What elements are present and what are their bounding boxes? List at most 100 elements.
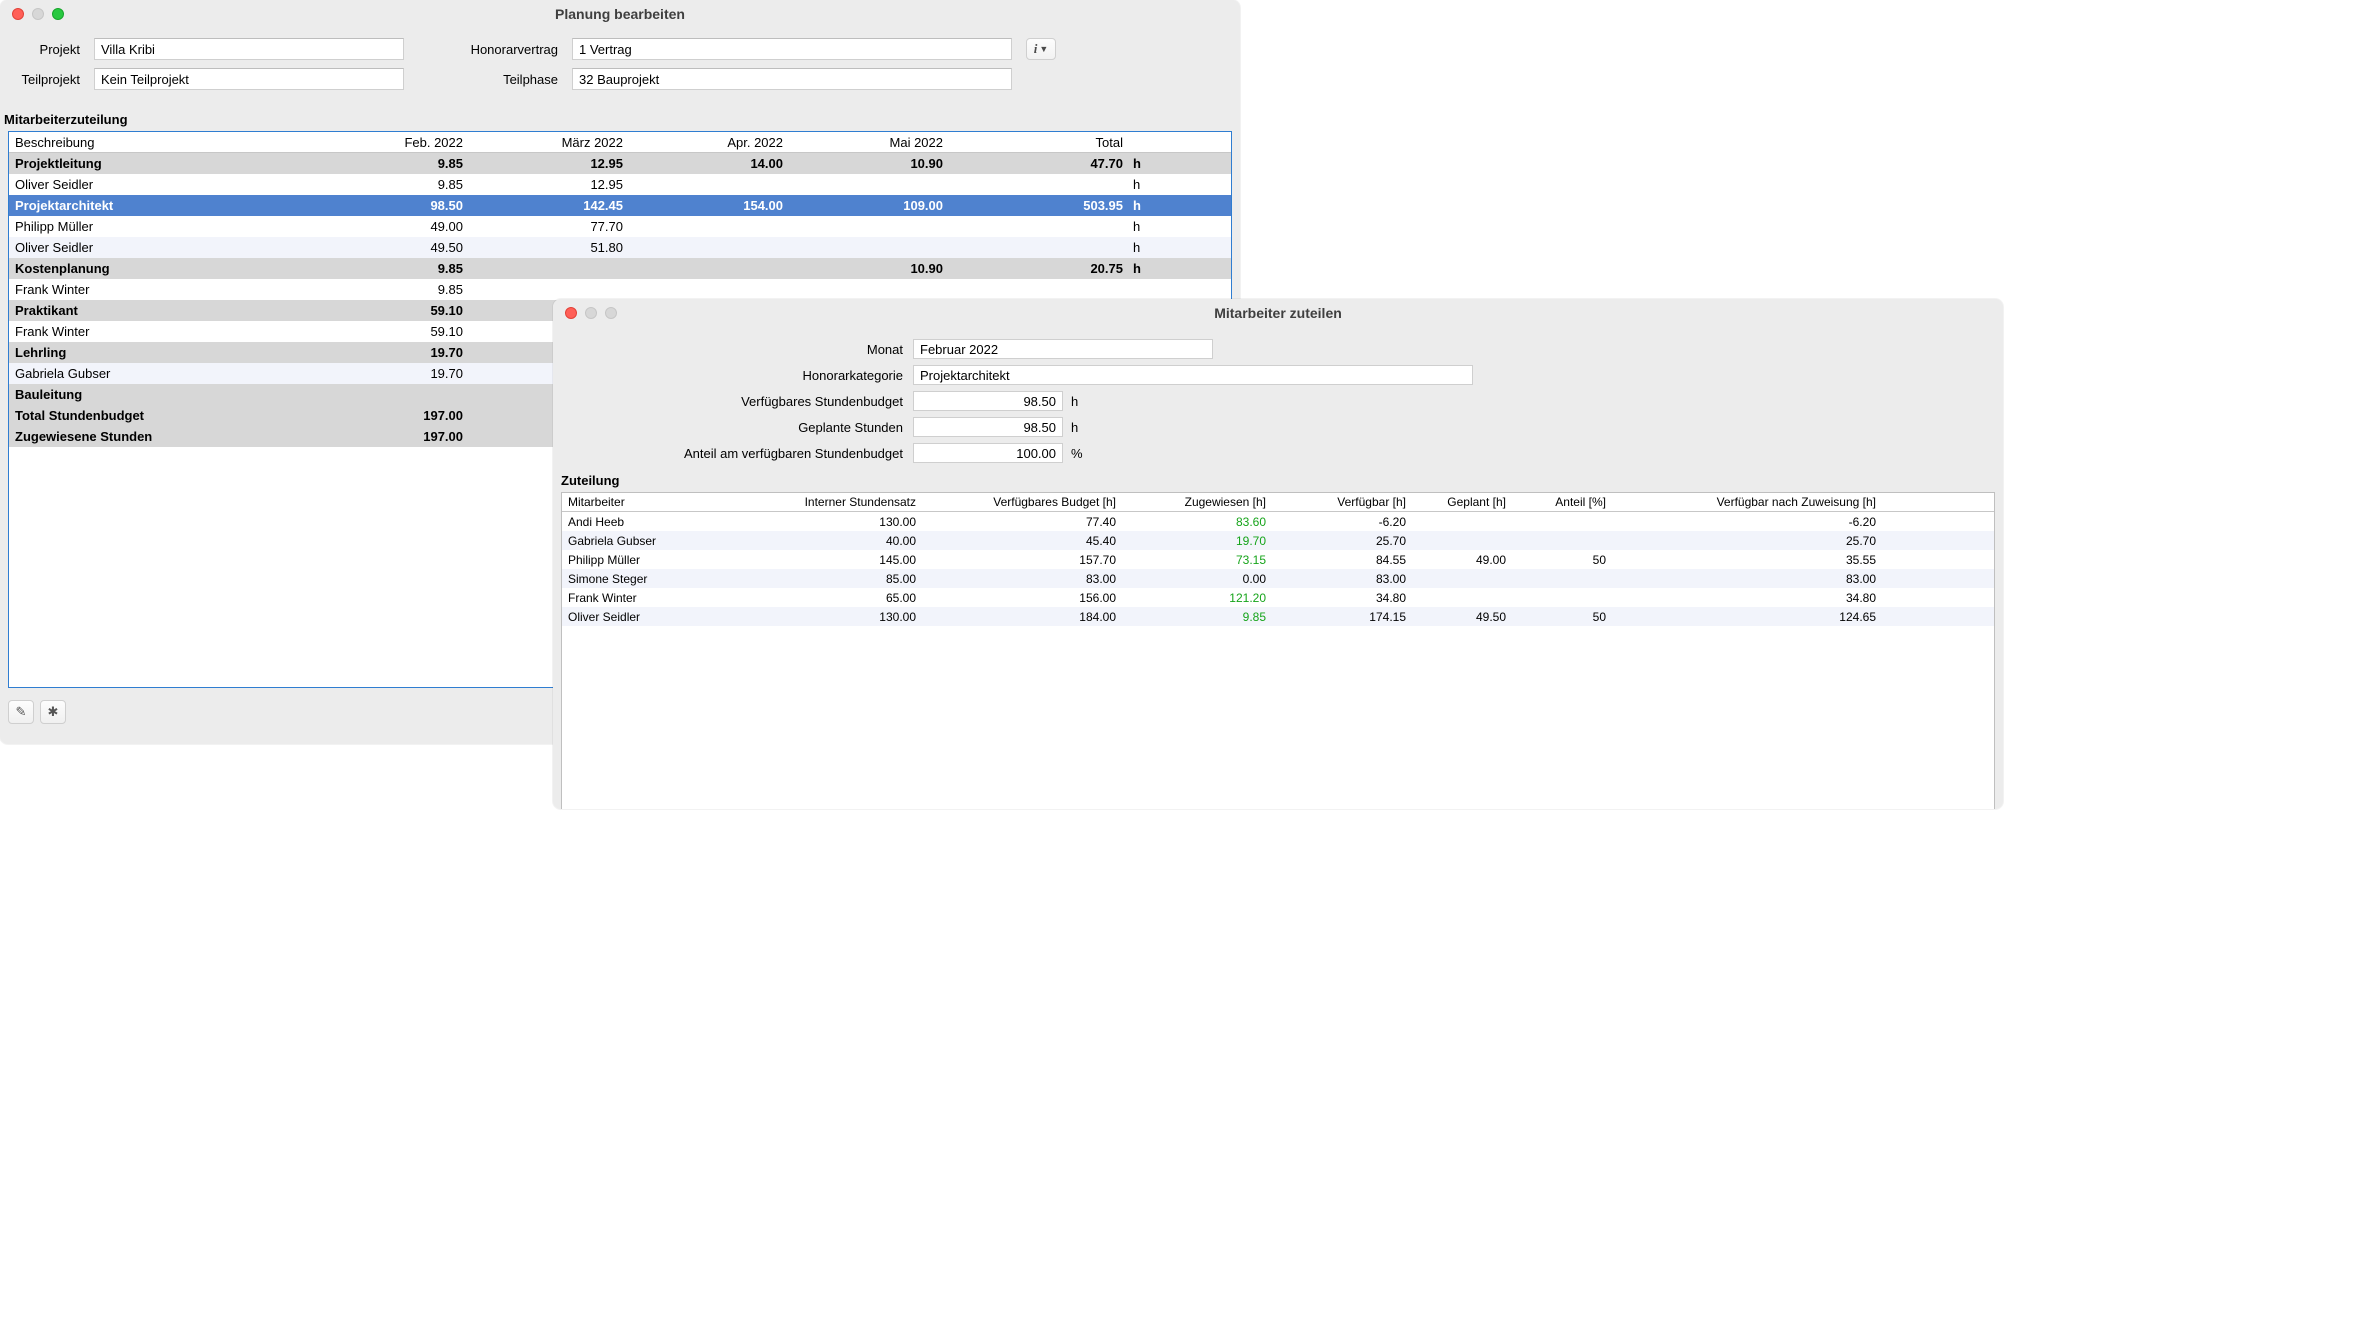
cell: 142.45: [469, 198, 629, 213]
teilprojekt-field[interactable]: Kein Teilprojekt: [94, 68, 404, 90]
col-beschreibung[interactable]: Beschreibung: [9, 135, 309, 150]
table-row[interactable]: Kostenplanung9.8510.9020.75h: [9, 258, 1231, 279]
geplant-label: Geplante Stunden: [563, 420, 913, 435]
col-geplant[interactable]: Geplant [h]: [1412, 495, 1512, 509]
cell: -6.20: [1272, 515, 1412, 529]
cell: Oliver Seidler: [9, 240, 309, 255]
cell: 9.85: [309, 261, 469, 276]
col-maerz[interactable]: März 2022: [469, 135, 629, 150]
table-row[interactable]: Philipp Müller49.0077.70h: [9, 216, 1231, 237]
cell: 40.00: [732, 534, 922, 548]
minimize-window-button[interactable]: [32, 8, 44, 20]
dialog-table-body: Andi Heeb130.0077.4083.60-6.20-6.20Gabri…: [562, 512, 1994, 626]
table-row[interactable]: Gabriela Gubser40.0045.4019.7025.7025.70: [562, 531, 1994, 550]
table-row[interactable]: Oliver Seidler130.00184.009.85174.1549.5…: [562, 607, 1994, 626]
dialog-minimize-window-button[interactable]: [585, 307, 597, 319]
cell: 50: [1512, 610, 1612, 624]
col-mai[interactable]: Mai 2022: [789, 135, 949, 150]
honorarvertrag-field[interactable]: 1 Vertrag: [572, 38, 1012, 60]
cell: 197.00: [309, 429, 469, 444]
main-form-area: Projekt Villa Kribi Honorarvertrag 1 Ver…: [0, 28, 1240, 102]
table-row[interactable]: Frank Winter65.00156.00121.2034.8034.80: [562, 588, 1994, 607]
col-interner-stundensatz[interactable]: Interner Stundensatz: [732, 495, 922, 509]
cell: Kostenplanung: [9, 261, 309, 276]
cell: 154.00: [629, 198, 789, 213]
dialog-close-window-button[interactable]: [565, 307, 577, 319]
cell: 197.00: [309, 408, 469, 423]
kategorie-field[interactable]: Projektarchitekt: [913, 365, 1473, 385]
dialog-table: Mitarbeiter Interner Stundensatz Verfügb…: [561, 492, 1995, 809]
table-row[interactable]: Projektleitung9.8512.9514.0010.9047.70h: [9, 153, 1231, 174]
monat-field[interactable]: Februar 2022: [913, 339, 1213, 359]
table-row[interactable]: Simone Steger85.0083.000.0083.0083.00: [562, 569, 1994, 588]
cell: 98.50: [309, 198, 469, 213]
traffic-lights: [0, 8, 64, 20]
cell: h: [1129, 177, 1159, 192]
col-mitarbeiter[interactable]: Mitarbeiter: [562, 495, 732, 509]
table-row[interactable]: Projektarchitekt98.50142.45154.00109.005…: [9, 195, 1231, 216]
cell: Philipp Müller: [9, 219, 309, 234]
cell: 45.40: [922, 534, 1122, 548]
close-window-button[interactable]: [12, 8, 24, 20]
col-verfuegbar[interactable]: Verfügbar [h]: [1272, 495, 1412, 509]
cell: 10.90: [789, 156, 949, 171]
teilphase-field[interactable]: 32 Bauprojekt: [572, 68, 1012, 90]
maximize-window-button[interactable]: [52, 8, 64, 20]
cell: 83.00: [1272, 572, 1412, 586]
budget-label: Verfügbares Stundenbudget: [563, 394, 913, 409]
cell: 49.50: [309, 240, 469, 255]
col-total[interactable]: Total: [949, 135, 1129, 150]
cell: 25.70: [1612, 534, 1882, 548]
table-row[interactable]: Philipp Müller145.00157.7073.1584.5549.0…: [562, 550, 1994, 569]
cell: 51.80: [469, 240, 629, 255]
projekt-field[interactable]: Villa Kribi: [94, 38, 404, 60]
cell: 34.80: [1272, 591, 1412, 605]
cell: 83.60: [1122, 515, 1272, 529]
cell: 19.70: [309, 366, 469, 381]
cell: 34.80: [1612, 591, 1882, 605]
cell: Frank Winter: [9, 282, 309, 297]
main-section-title: Mitarbeiterzuteilung: [4, 112, 1236, 127]
cell: Simone Steger: [562, 572, 732, 586]
projekt-label: Projekt: [10, 42, 80, 57]
table-row[interactable]: Oliver Seidler49.5051.80h: [9, 237, 1231, 258]
cell: 174.15: [1272, 610, 1412, 624]
info-button[interactable]: i▼: [1026, 38, 1056, 60]
anteil-field[interactable]: 100.00: [913, 443, 1063, 463]
col-verfuegbares-budget[interactable]: Verfügbares Budget [h]: [922, 495, 1122, 509]
cell: 49.00: [309, 219, 469, 234]
col-verfuegbar-nach-zuweisung[interactable]: Verfügbar nach Zuweisung [h]: [1612, 495, 1882, 509]
cell: 156.00: [922, 591, 1122, 605]
table-row[interactable]: Frank Winter9.85: [9, 279, 1231, 300]
cell: Gabriela Gubser: [562, 534, 732, 548]
budget-unit: h: [1063, 394, 1091, 409]
cell: h: [1129, 219, 1159, 234]
col-anteil[interactable]: Anteil [%]: [1512, 495, 1612, 509]
settings-button[interactable]: ✱: [40, 700, 66, 724]
cell: h: [1129, 156, 1159, 171]
col-feb[interactable]: Feb. 2022: [309, 135, 469, 150]
cell: Total Stundenbudget: [9, 408, 309, 423]
cell: 25.70: [1272, 534, 1412, 548]
col-apr[interactable]: Apr. 2022: [629, 135, 789, 150]
dialog-section-title: Zuteilung: [561, 473, 1999, 488]
cell: -6.20: [1612, 515, 1882, 529]
cell: 9.85: [309, 282, 469, 297]
cell: 130.00: [732, 515, 922, 529]
edit-button[interactable]: ✎: [8, 700, 34, 724]
col-zugewiesen[interactable]: Zugewiesen [h]: [1122, 495, 1272, 509]
cell: 84.55: [1272, 553, 1412, 567]
cell: 157.70: [922, 553, 1122, 567]
kategorie-label: Honorarkategorie: [563, 368, 913, 383]
dialog-maximize-window-button[interactable]: [605, 307, 617, 319]
cell: 9.85: [1122, 610, 1272, 624]
budget-field[interactable]: 98.50: [913, 391, 1063, 411]
geplant-field[interactable]: 98.50: [913, 417, 1063, 437]
table-row[interactable]: Andi Heeb130.0077.4083.60-6.20-6.20: [562, 512, 1994, 531]
cell: Lehrling: [9, 345, 309, 360]
cell: Frank Winter: [9, 324, 309, 339]
cell: 10.90: [789, 261, 949, 276]
table-row[interactable]: Oliver Seidler9.8512.95h: [9, 174, 1231, 195]
cell: Philipp Müller: [562, 553, 732, 567]
cell: 50: [1512, 553, 1612, 567]
